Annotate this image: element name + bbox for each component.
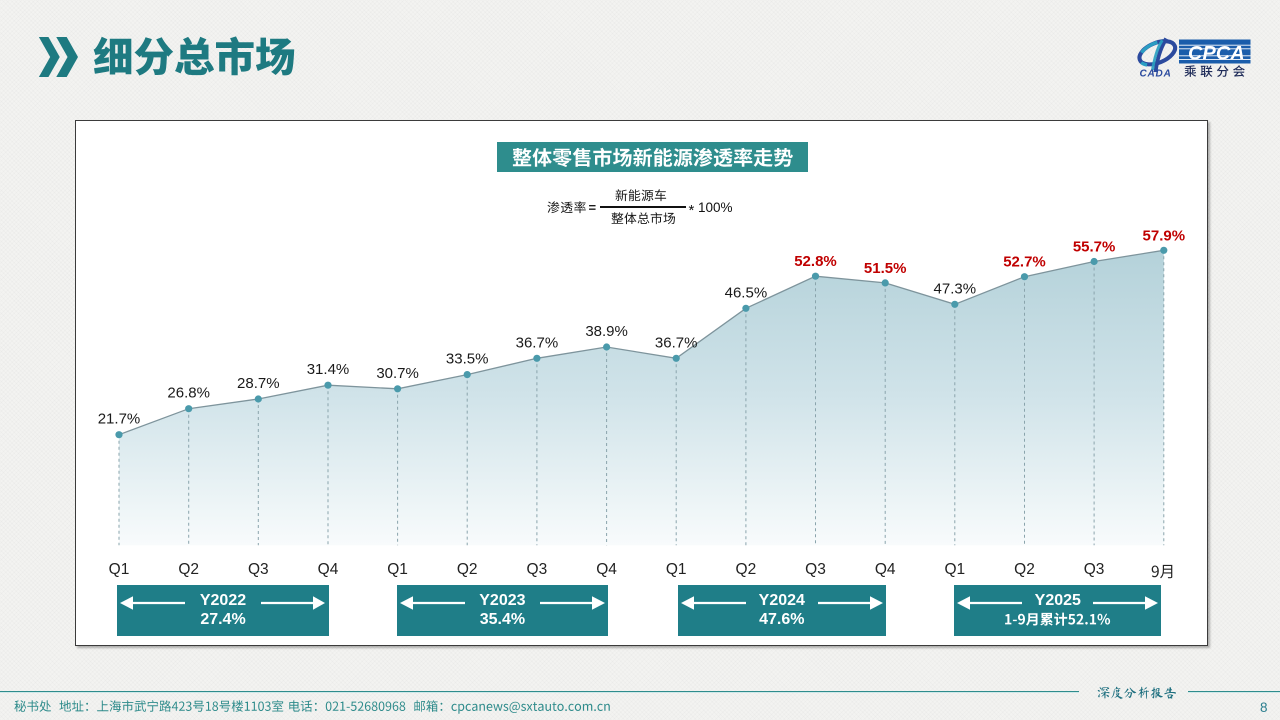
svg-text:30.7%: 30.7% <box>376 365 419 382</box>
svg-text:36.7%: 36.7% <box>516 334 559 351</box>
svg-text:31.4%: 31.4% <box>307 361 350 378</box>
svg-text:Q2: Q2 <box>178 561 199 578</box>
svg-text:Q4: Q4 <box>875 561 896 578</box>
svg-text:46.5%: 46.5% <box>725 284 768 301</box>
svg-text:Q3: Q3 <box>248 561 269 578</box>
svg-text:Q1: Q1 <box>944 561 965 578</box>
svg-text:Q4: Q4 <box>318 561 339 578</box>
svg-text:52.8%: 52.8% <box>794 253 837 270</box>
svg-text:38.9%: 38.9% <box>585 323 628 340</box>
svg-text:Q3: Q3 <box>805 561 826 578</box>
svg-text:Q2: Q2 <box>1014 561 1035 578</box>
svg-text:26.8%: 26.8% <box>167 385 210 402</box>
svg-text:36.7%: 36.7% <box>655 334 698 351</box>
svg-text:21.7%: 21.7% <box>98 411 141 428</box>
svg-text:Q3: Q3 <box>527 561 548 578</box>
svg-text:57.9%: 57.9% <box>1143 227 1186 244</box>
svg-text:Q4: Q4 <box>596 561 617 578</box>
svg-text:47.3%: 47.3% <box>934 280 977 297</box>
svg-text:55.7%: 55.7% <box>1073 239 1116 256</box>
svg-text:28.7%: 28.7% <box>237 375 280 392</box>
svg-text:Q1: Q1 <box>666 561 687 578</box>
svg-text:Q3: Q3 <box>1084 561 1105 578</box>
svg-text:Q2: Q2 <box>457 561 478 578</box>
svg-text:CADA: CADA <box>1140 69 1172 80</box>
svg-text:Q1: Q1 <box>109 561 130 578</box>
svg-text:Q1: Q1 <box>387 561 408 578</box>
svg-text:CPCA: CPCA <box>1188 43 1245 65</box>
svg-text:Q2: Q2 <box>736 561 757 578</box>
svg-text:51.5%: 51.5% <box>864 260 907 277</box>
svg-text:52.7%: 52.7% <box>1003 254 1046 271</box>
svg-text:33.5%: 33.5% <box>446 351 489 368</box>
